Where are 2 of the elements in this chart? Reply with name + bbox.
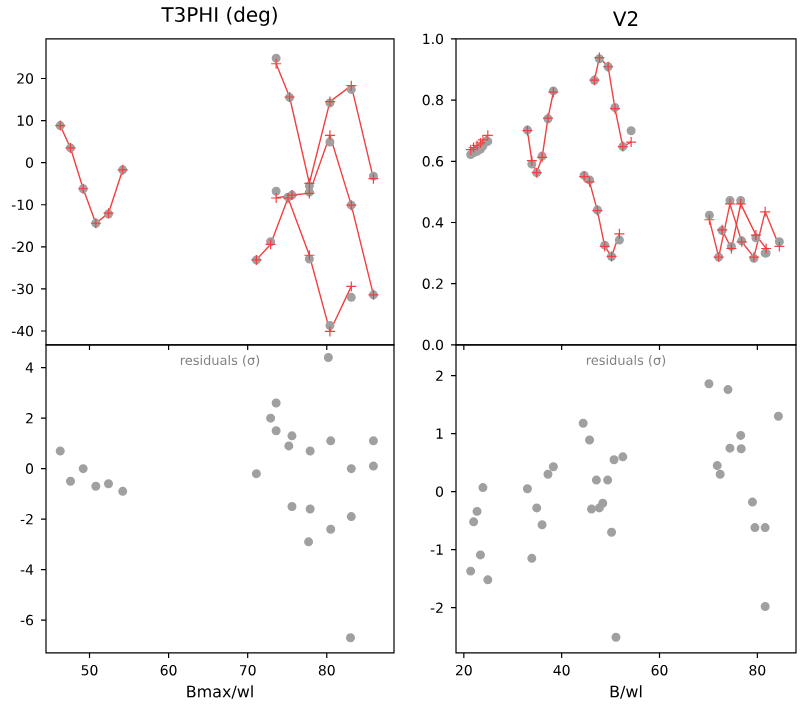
chart-title: T3PHI (deg) <box>161 6 277 26</box>
chart-title: V2 <box>613 10 638 26</box>
